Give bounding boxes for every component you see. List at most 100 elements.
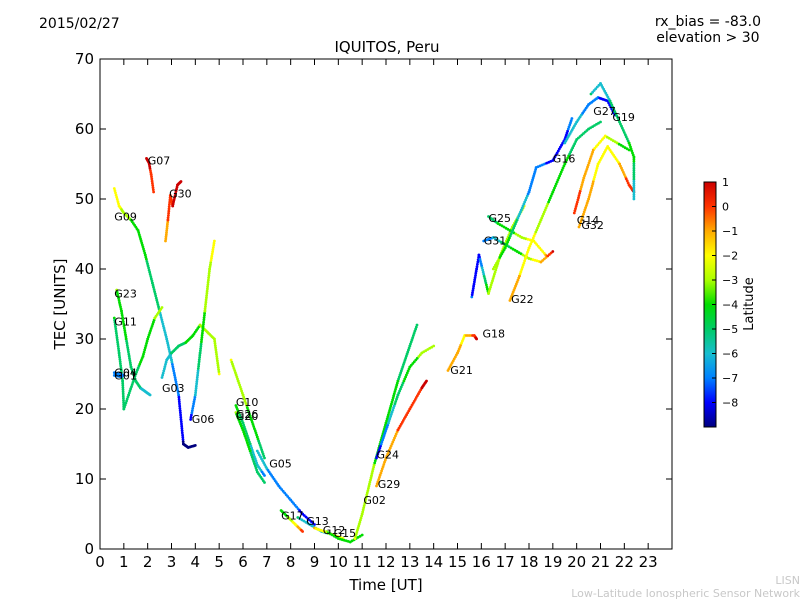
data-point — [166, 220, 170, 224]
data-point — [160, 376, 164, 379]
data-point — [129, 387, 133, 391]
data-point — [625, 179, 629, 183]
data-point — [493, 270, 497, 274]
data-point — [585, 168, 589, 171]
data-point — [384, 421, 388, 425]
data-point — [168, 203, 171, 206]
data-point — [396, 379, 400, 383]
data-point — [485, 285, 489, 289]
data-point — [581, 214, 585, 218]
data-point — [474, 269, 478, 273]
data-point — [145, 342, 148, 345]
data-point — [150, 279, 154, 283]
data-point — [614, 112, 618, 115]
data-point — [494, 268, 498, 272]
data-point — [609, 101, 613, 105]
data-point — [241, 393, 245, 397]
data-point — [177, 393, 181, 397]
data-point — [584, 206, 587, 210]
data-point — [166, 218, 170, 222]
data-point — [200, 338, 204, 342]
y-tick-label: 60 — [75, 120, 94, 138]
series-label-g22: G22 — [511, 293, 534, 306]
data-point — [412, 334, 415, 337]
data-point — [476, 260, 480, 264]
data-point — [154, 296, 158, 300]
data-point — [121, 379, 124, 383]
data-point — [578, 223, 582, 227]
data-point — [632, 175, 636, 179]
data-point — [392, 406, 395, 410]
data-point — [145, 339, 149, 343]
data-point — [589, 155, 593, 158]
data-point — [473, 280, 476, 284]
data-point — [170, 360, 174, 364]
data-point — [624, 177, 628, 181]
data-point — [117, 297, 120, 300]
data-point — [209, 259, 213, 262]
data-point — [149, 173, 153, 176]
data-point — [115, 288, 119, 292]
data-point — [613, 110, 617, 113]
data-point — [200, 336, 204, 339]
data-point — [121, 394, 125, 398]
data-point — [569, 121, 572, 125]
data-point — [150, 325, 154, 328]
data-point — [263, 481, 266, 484]
data-point — [620, 124, 623, 128]
data-point — [470, 293, 474, 297]
data-point — [619, 122, 622, 126]
data-point — [217, 372, 221, 376]
series-label-g13: G13 — [306, 515, 329, 528]
data-point — [395, 395, 399, 399]
data-point — [394, 400, 398, 403]
data-point — [260, 448, 263, 451]
data-point — [380, 467, 384, 471]
data-point — [385, 417, 389, 421]
data-point — [592, 177, 596, 181]
data-point — [194, 387, 198, 390]
data-point — [519, 270, 523, 274]
data-point — [392, 404, 396, 408]
data-point — [178, 407, 182, 410]
data-point — [632, 157, 636, 161]
data-point — [141, 355, 145, 358]
data-point — [113, 189, 117, 193]
data-point — [472, 284, 475, 288]
data-point — [199, 347, 203, 350]
data-point — [590, 186, 593, 190]
series-label-g29: G29 — [378, 478, 401, 491]
data-point — [116, 200, 120, 204]
series-g29 — [375, 379, 428, 488]
data-point — [164, 233, 168, 237]
data-point — [159, 313, 163, 317]
data-point — [215, 357, 219, 361]
data-point — [165, 339, 169, 343]
series-g22 — [508, 120, 602, 302]
data-point — [201, 331, 204, 335]
data-point — [149, 329, 152, 332]
data-point — [170, 358, 173, 362]
data-point — [301, 530, 304, 533]
data-point — [384, 427, 388, 431]
colorbar-tick-label: −2 — [722, 250, 738, 263]
data-point — [378, 476, 381, 479]
data-point — [208, 267, 212, 271]
data-point — [632, 160, 636, 163]
data-point — [572, 211, 576, 215]
data-point — [174, 380, 178, 384]
data-point — [479, 262, 483, 265]
data-point — [192, 402, 196, 406]
data-point — [152, 190, 156, 194]
data-point — [172, 369, 176, 373]
data-point — [115, 334, 119, 337]
data-point — [255, 433, 258, 437]
y-tick-label: 10 — [75, 470, 94, 488]
data-point — [608, 99, 612, 103]
data-point — [199, 349, 202, 353]
data-point — [368, 482, 371, 486]
data-point — [252, 425, 256, 428]
data-point — [129, 363, 133, 367]
data-point — [202, 322, 205, 326]
